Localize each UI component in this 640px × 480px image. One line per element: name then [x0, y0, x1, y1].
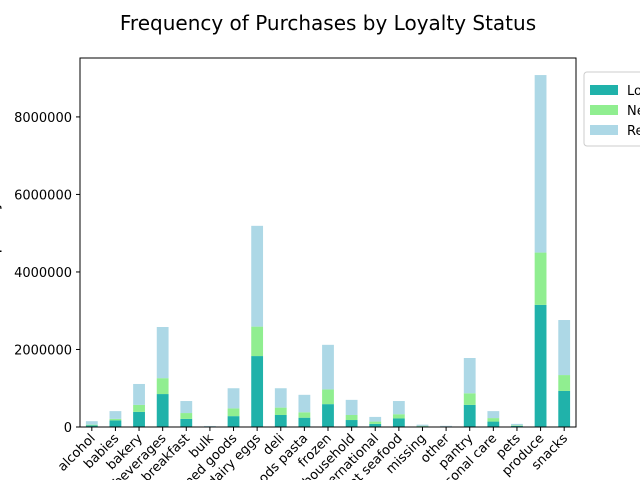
bar-segment [511, 423, 523, 426]
bar-segment [274, 388, 287, 408]
bar-segment [511, 425, 523, 426]
bar-segment [298, 417, 311, 427]
bar-segment [251, 225, 264, 327]
bar-segment [487, 418, 500, 422]
bar-segment [109, 418, 122, 421]
bar-segment [345, 414, 358, 421]
bar-segment [322, 344, 334, 390]
bar-segment [345, 399, 358, 415]
bar-segment [487, 421, 500, 427]
bar-segment [274, 414, 287, 427]
y-tick-label: 8000000 [14, 111, 72, 126]
legend-label: Regular customer [627, 124, 640, 139]
bar-segment [558, 390, 571, 427]
y-axis-label: Frequency [0, 201, 2, 284]
bar-segment [227, 416, 240, 427]
bar-segment [463, 393, 476, 405]
bar-segment [392, 418, 405, 427]
bar-segment [133, 411, 145, 427]
chart-title: Frequency of Purchases by Loyalty Status [120, 11, 536, 35]
legend-swatch [590, 85, 618, 95]
bar-segment [534, 252, 547, 305]
bar-segment [463, 358, 476, 394]
bar-segment [298, 412, 311, 418]
y-tick-label: 0 [64, 421, 72, 436]
bar-segment [345, 420, 358, 427]
bar-segment [251, 356, 264, 427]
bar-segment [180, 401, 193, 414]
bar-segment [322, 389, 334, 405]
bar-segment [558, 375, 571, 391]
bar-segment [534, 304, 547, 427]
bar-segment [180, 418, 193, 427]
legend-swatch [590, 125, 618, 135]
bar-segment [133, 383, 145, 405]
bar-segment [534, 75, 547, 253]
legend-label: Loyal customer [627, 84, 640, 99]
y-tick-label: 4000000 [14, 266, 72, 281]
bar-segment [416, 424, 429, 426]
bar-segment [85, 421, 98, 425]
bar-segment [392, 401, 405, 415]
bar-segment [227, 388, 240, 409]
bar-segment [392, 414, 405, 419]
bar-segment [109, 420, 122, 427]
plot-frame [79, 57, 577, 428]
bar-segment [156, 378, 169, 395]
bar-segment [322, 404, 334, 427]
bar-segment [369, 416, 382, 422]
bar-segment [133, 404, 145, 412]
bar-segment [85, 425, 98, 427]
bar-segment [156, 326, 169, 379]
bar-segment [511, 425, 523, 427]
bar-segment [487, 411, 500, 419]
legend-label: New customer [627, 104, 640, 119]
y-tick-label: 6000000 [14, 188, 72, 203]
bar-segment [369, 423, 382, 427]
bar-segment [156, 394, 169, 427]
bar-segment [440, 425, 452, 427]
bar-segment [180, 413, 193, 419]
bar-segment [227, 408, 240, 417]
bar-segment [463, 404, 476, 427]
bar-segment [274, 407, 287, 415]
bar-segment [251, 326, 264, 357]
legend-swatch [590, 105, 618, 115]
bar-segment [558, 320, 571, 376]
bar-segment [109, 411, 122, 419]
bar-segment [298, 394, 311, 413]
y-tick-label: 2000000 [14, 343, 72, 358]
bar-segment [369, 421, 382, 424]
bar-segment [85, 424, 98, 426]
